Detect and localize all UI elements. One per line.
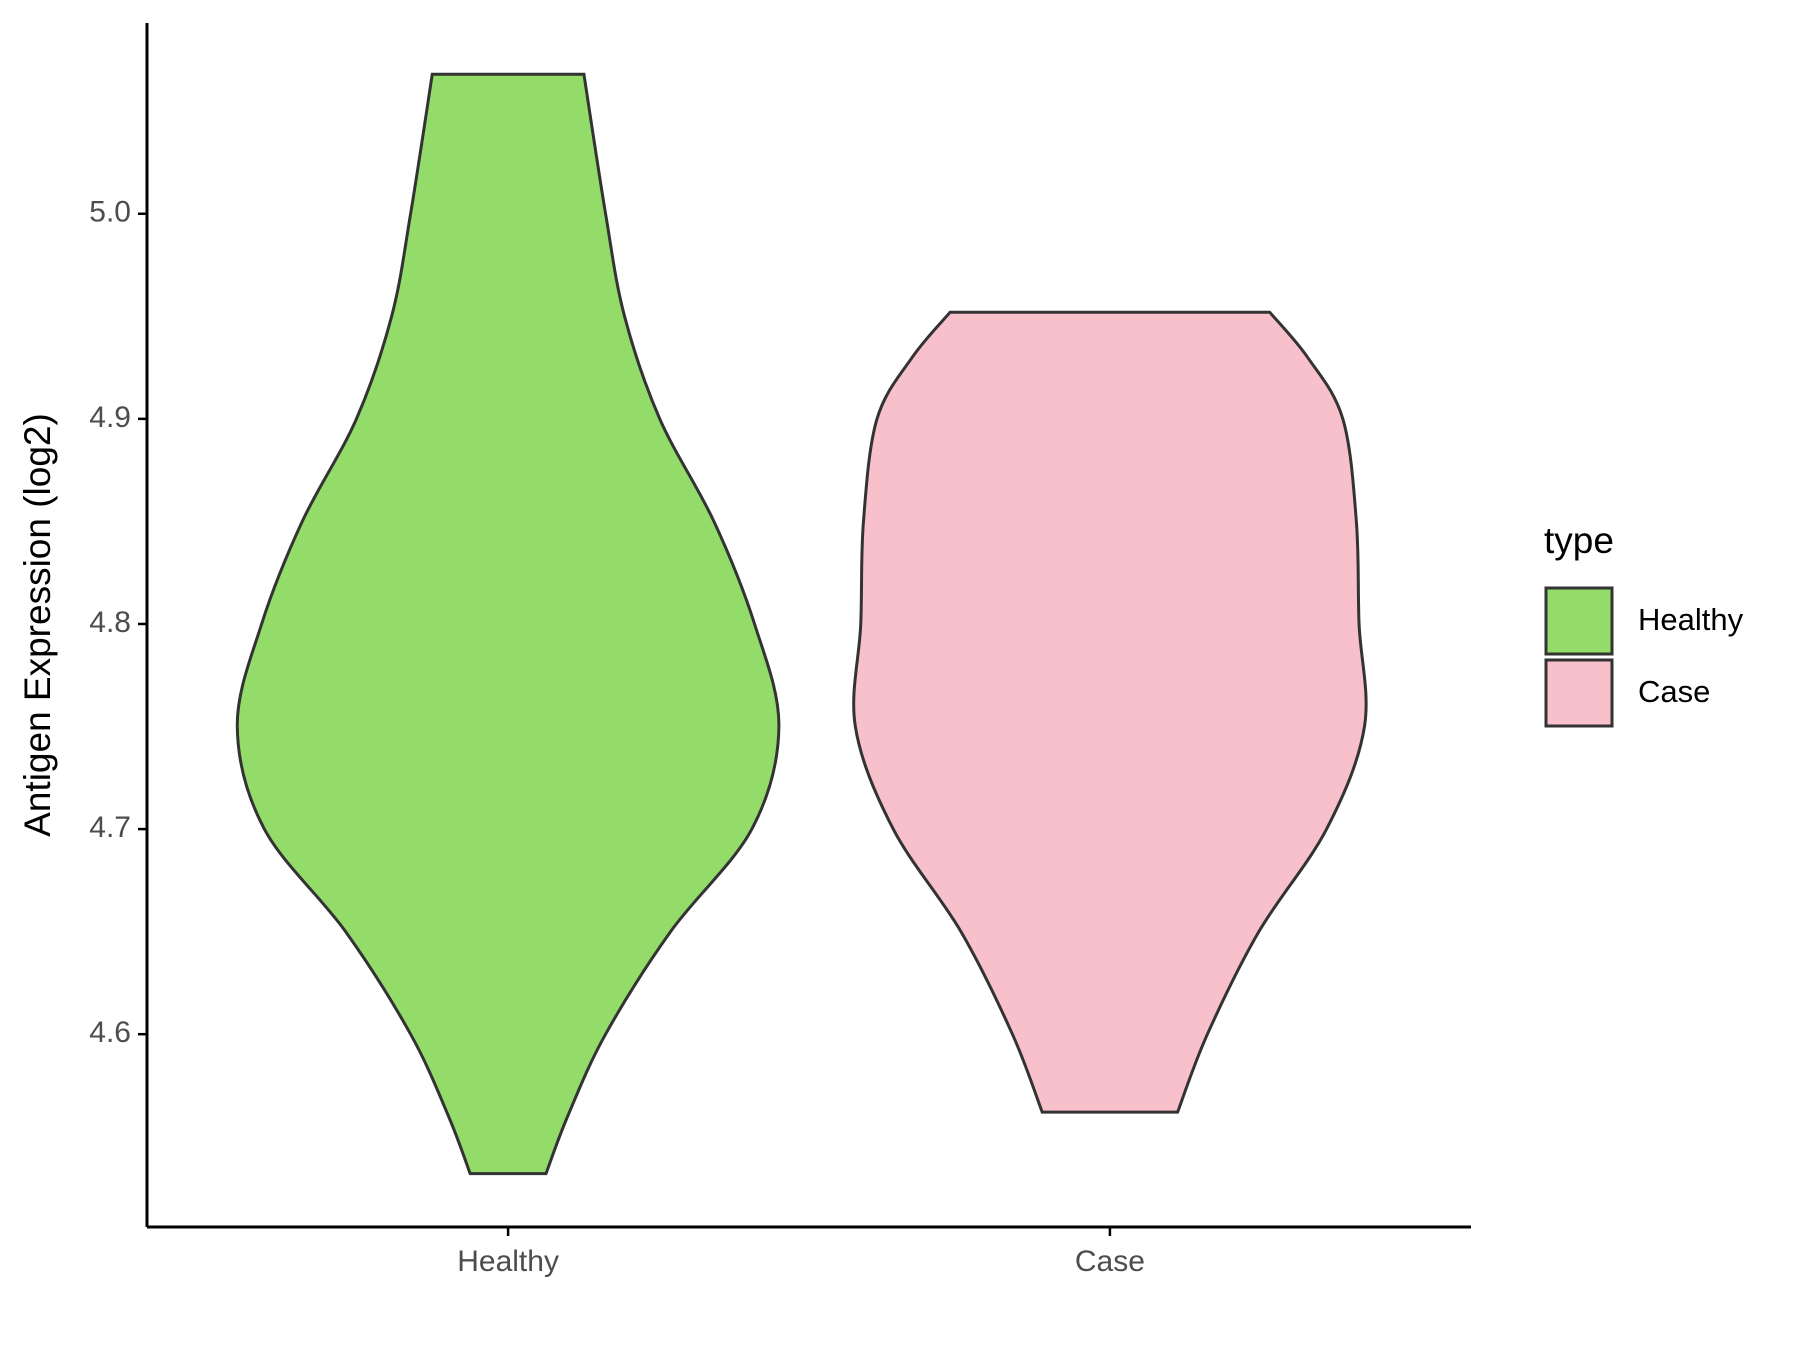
- legend-key: [1544, 658, 1614, 728]
- legend-key: [1544, 586, 1614, 656]
- legend-label: Healthy: [1638, 602, 1744, 637]
- y-tick-label: 4.6: [89, 1016, 131, 1049]
- y-tick-label: 5.0: [89, 196, 131, 229]
- x-tick-label: Healthy: [457, 1245, 559, 1278]
- legend-title: type: [1544, 520, 1614, 561]
- legend-label: Case: [1638, 674, 1710, 709]
- y-tick-label: 4.9: [89, 401, 131, 434]
- x-tick-label: Case: [1075, 1245, 1145, 1278]
- y-tick-label: 4.8: [89, 606, 131, 639]
- y-tick-label: 4.7: [89, 811, 131, 844]
- violin: [235, 72, 781, 1176]
- violin: [852, 310, 1368, 1114]
- y-axis-title: Antigen Expression (log2): [17, 413, 58, 837]
